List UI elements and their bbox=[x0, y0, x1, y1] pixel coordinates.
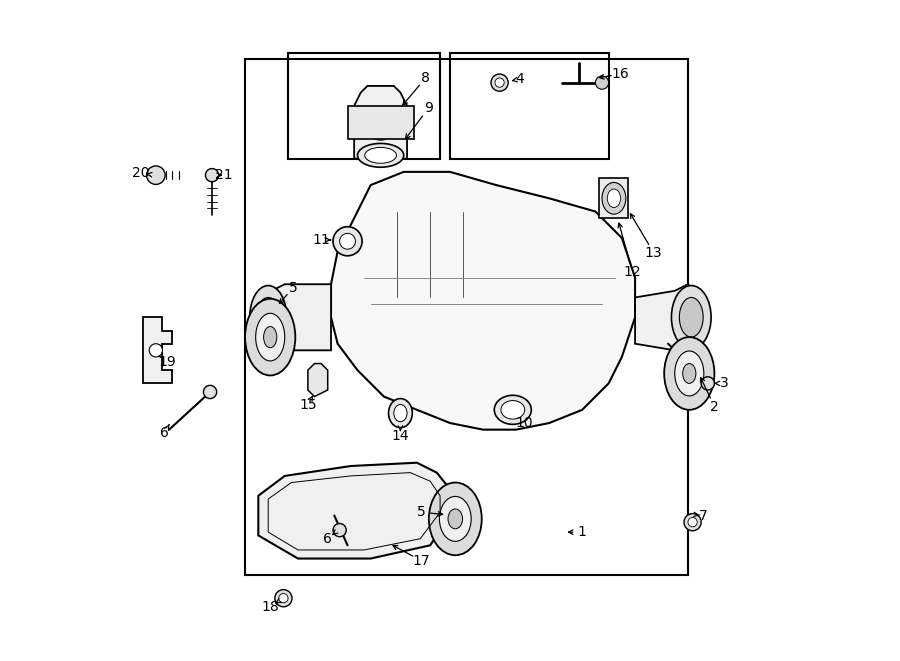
Ellipse shape bbox=[495, 78, 504, 87]
Ellipse shape bbox=[701, 377, 715, 390]
Ellipse shape bbox=[428, 483, 482, 555]
Ellipse shape bbox=[602, 182, 626, 214]
Ellipse shape bbox=[364, 147, 397, 163]
Text: 6: 6 bbox=[160, 426, 169, 440]
Polygon shape bbox=[308, 364, 328, 397]
Ellipse shape bbox=[494, 395, 531, 424]
Ellipse shape bbox=[349, 130, 356, 138]
Ellipse shape bbox=[339, 233, 356, 249]
Text: 11: 11 bbox=[312, 233, 330, 247]
Ellipse shape bbox=[249, 286, 287, 349]
Ellipse shape bbox=[274, 590, 292, 607]
Polygon shape bbox=[258, 463, 450, 559]
Ellipse shape bbox=[203, 385, 217, 399]
Ellipse shape bbox=[684, 514, 701, 531]
Ellipse shape bbox=[256, 313, 284, 361]
Ellipse shape bbox=[205, 169, 219, 182]
Polygon shape bbox=[635, 284, 695, 350]
Text: 10: 10 bbox=[515, 416, 533, 430]
Text: 8: 8 bbox=[421, 71, 430, 85]
Ellipse shape bbox=[147, 166, 165, 184]
Text: 16: 16 bbox=[612, 67, 629, 81]
Ellipse shape bbox=[448, 509, 463, 529]
Ellipse shape bbox=[279, 594, 288, 603]
Text: 20: 20 bbox=[132, 166, 149, 180]
Text: 5: 5 bbox=[417, 505, 426, 520]
Text: 2: 2 bbox=[710, 399, 719, 414]
Polygon shape bbox=[598, 178, 628, 218]
Polygon shape bbox=[347, 106, 414, 139]
Ellipse shape bbox=[675, 351, 704, 396]
Text: 12: 12 bbox=[624, 265, 641, 280]
Text: 1: 1 bbox=[578, 525, 587, 539]
Ellipse shape bbox=[491, 74, 508, 91]
Polygon shape bbox=[265, 284, 331, 350]
Ellipse shape bbox=[256, 297, 280, 337]
Bar bbox=[245, 59, 688, 575]
Text: 5: 5 bbox=[289, 280, 298, 295]
Polygon shape bbox=[355, 86, 407, 159]
Text: 13: 13 bbox=[644, 245, 662, 260]
Text: 9: 9 bbox=[424, 101, 433, 116]
Bar bbox=[450, 53, 608, 159]
Ellipse shape bbox=[664, 337, 715, 410]
Ellipse shape bbox=[439, 496, 472, 541]
Text: 4: 4 bbox=[515, 72, 524, 87]
Text: 14: 14 bbox=[392, 429, 410, 444]
Ellipse shape bbox=[683, 364, 696, 383]
Ellipse shape bbox=[149, 344, 163, 357]
Ellipse shape bbox=[333, 227, 362, 256]
Ellipse shape bbox=[596, 76, 608, 89]
Text: 21: 21 bbox=[215, 168, 233, 182]
Polygon shape bbox=[331, 172, 635, 430]
Ellipse shape bbox=[608, 189, 620, 208]
Text: 15: 15 bbox=[299, 397, 317, 412]
Ellipse shape bbox=[671, 286, 711, 349]
Ellipse shape bbox=[264, 327, 277, 348]
Bar bbox=[288, 53, 440, 159]
Ellipse shape bbox=[366, 111, 395, 140]
Ellipse shape bbox=[680, 297, 703, 337]
Ellipse shape bbox=[404, 130, 412, 138]
Text: 3: 3 bbox=[720, 376, 729, 391]
Text: 6: 6 bbox=[323, 531, 332, 546]
Ellipse shape bbox=[501, 401, 525, 419]
Ellipse shape bbox=[333, 524, 346, 537]
Ellipse shape bbox=[349, 106, 356, 114]
Ellipse shape bbox=[389, 399, 412, 428]
Text: 7: 7 bbox=[698, 508, 707, 523]
Ellipse shape bbox=[688, 518, 698, 527]
Ellipse shape bbox=[245, 299, 295, 375]
Ellipse shape bbox=[357, 143, 404, 167]
Text: 17: 17 bbox=[412, 553, 429, 568]
Polygon shape bbox=[142, 317, 173, 383]
Ellipse shape bbox=[394, 405, 407, 422]
Text: 19: 19 bbox=[158, 355, 176, 369]
Text: 18: 18 bbox=[261, 600, 279, 614]
Ellipse shape bbox=[404, 106, 412, 114]
